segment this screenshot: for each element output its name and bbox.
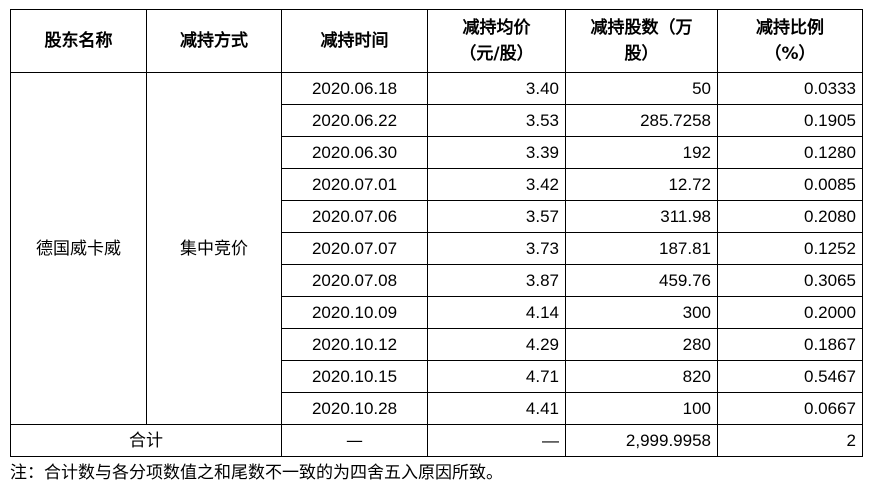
table-row: 德国威卡威 集中竞价 2020.06.18 3.40 50 0.0333 [10, 72, 863, 425]
header-shares-line2: 股） [624, 44, 659, 64]
date-cell: 2020.10.09 [281, 296, 428, 329]
total-price-cell: — [427, 424, 566, 457]
ratio-cell: 0.0333 [717, 72, 863, 105]
ratio-cell: 0.2000 [717, 296, 863, 329]
price-cell: 3.87 [427, 264, 566, 297]
shares-cell: 192 [565, 136, 718, 169]
header-price-line1: 减持均价 [462, 18, 531, 38]
ratio-cell: 0.2080 [717, 200, 863, 233]
shares-cell: 285.7258 [565, 104, 718, 137]
shares-cell: 300 [565, 296, 718, 329]
price-cell: 4.71 [427, 360, 566, 393]
date-cell: 2020.07.07 [281, 232, 428, 265]
total-ratio-cell: 2 [717, 424, 863, 457]
shares-cell: 820 [565, 360, 718, 393]
header-time: 减持时间 [281, 9, 428, 73]
header-price-line2: （元/股） [459, 44, 534, 64]
date-cell: 2020.07.08 [281, 264, 428, 297]
table-body: 德国威卡威 集中竞价 2020.06.18 3.40 50 0.0333 202… [10, 72, 863, 457]
header-price: 减持均价 （元/股） [427, 9, 566, 73]
price-cell: 3.53 [427, 104, 566, 137]
table-row: 2020.10.09 4.14 300 0.2000 [11, 296, 863, 329]
header-holder-text: 股东名称 [44, 31, 113, 51]
header-time-text: 减持时间 [320, 31, 389, 51]
price-cell: 3.57 [427, 200, 566, 233]
price-cell: 3.39 [427, 136, 566, 169]
price-cell: 4.29 [427, 328, 566, 361]
header-holder: 股东名称 [10, 9, 147, 73]
header-method-text: 减持方式 [180, 31, 248, 51]
total-time-cell: — [281, 424, 428, 457]
date-cell: 2020.07.01 [281, 168, 428, 201]
header-shares: 减持股数（万 股） [565, 9, 718, 73]
table-row: 2020.07.01 3.42 12.72 0.0085 [11, 168, 863, 201]
table-row: 2020.06.30 3.39 192 0.1280 [11, 136, 863, 169]
header-method: 减持方式 [146, 9, 282, 73]
table-row: 2020.07.06 3.57 311.98 0.2080 [11, 200, 863, 233]
footnote: 注：合计数与各分项数值之和尾数不一致的为四舍五入原因所致。 [10, 463, 503, 483]
date-cell: 2020.10.28 [281, 392, 428, 425]
ratio-cell: 0.0085 [717, 168, 863, 201]
table-row: 2020.10.12 4.29 280 0.1867 [11, 328, 863, 361]
header-shares-line1: 减持股数（万 [590, 18, 693, 38]
shares-cell: 459.76 [565, 264, 718, 297]
total-row: 合计 — — 2,999.9958 2 [10, 424, 863, 457]
ratio-cell: 0.1280 [717, 136, 863, 169]
method-cell: 集中竞价 [146, 72, 282, 425]
ratio-cell: 0.3065 [717, 264, 863, 297]
header-ratio: 减持比例 （%） [717, 9, 863, 73]
date-cell: 2020.07.06 [281, 200, 428, 233]
header-ratio-line2: （%） [764, 44, 816, 64]
table-row: 2020.07.07 3.73 187.81 0.1252 [11, 232, 863, 265]
total-shares-cell: 2,999.9958 [565, 424, 718, 457]
table-row: 2020.07.08 3.87 459.76 0.3065 [11, 264, 863, 297]
shares-cell: 311.98 [565, 200, 718, 233]
date-cell: 2020.10.12 [281, 328, 428, 361]
shares-cell: 187.81 [565, 232, 718, 265]
total-label-cell: 合计 [10, 424, 282, 457]
date-cell: 2020.06.18 [281, 72, 428, 105]
price-cell: 3.42 [427, 168, 566, 201]
price-cell: 3.73 [427, 232, 566, 265]
header-row: 股东名称 减持方式 减持时间 减持均价 （元/股） 减持股数（万 股） 减持比例… [10, 9, 863, 73]
price-cell: 4.14 [427, 296, 566, 329]
shares-cell: 100 [565, 392, 718, 425]
holder-cell: 德国威卡威 [10, 72, 147, 425]
shares-cell: 280 [565, 328, 718, 361]
ratio-cell: 0.0667 [717, 392, 863, 425]
price-cell: 3.40 [427, 72, 566, 105]
price-cell: 4.41 [427, 392, 566, 425]
ratio-cell: 0.1252 [717, 232, 863, 265]
ratio-cell: 0.1905 [717, 104, 863, 137]
ratio-cell: 0.1867 [717, 328, 863, 361]
shares-cell: 50 [565, 72, 718, 105]
date-cell: 2020.06.30 [281, 136, 428, 169]
ratio-cell: 0.5467 [717, 360, 863, 393]
share-reduction-table: 股东名称 减持方式 减持时间 减持均价 （元/股） 减持股数（万 股） 减持比例… [10, 9, 863, 457]
header-ratio-line1: 减持比例 [756, 18, 824, 38]
date-cell: 2020.10.15 [281, 360, 428, 393]
table-row: 2020.06.22 3.53 285.7258 0.1905 [11, 104, 863, 137]
date-cell: 2020.06.22 [281, 104, 428, 137]
shares-cell: 12.72 [565, 168, 718, 201]
